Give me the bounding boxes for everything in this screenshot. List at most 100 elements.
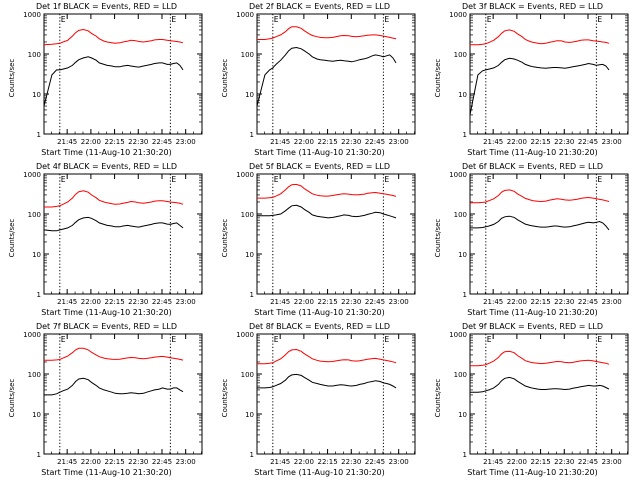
x-tick-label: 22:30 — [341, 298, 361, 306]
time-marker-label: E — [61, 15, 66, 24]
detector-panel: 1 10 100 1000 21:45 22:00 22:15 22:30 22:45 23:00… — [0, 160, 213, 320]
lld-series-line — [44, 190, 184, 208]
y-axis-label: Counts/sec — [434, 218, 442, 258]
y-axis-label: Counts/sec — [8, 218, 16, 258]
x-tick-label: 22:45 — [365, 138, 385, 146]
y-tick-label: 10 — [245, 411, 254, 419]
events-series-line — [257, 204, 397, 219]
x-tick-label: 22:45 — [152, 298, 172, 306]
detector-panel: 1 10 100 1000 21:45 22:00 22:15 22:30 22:45 23:00… — [0, 0, 213, 160]
time-marker-label: E — [487, 335, 492, 344]
detector-panel: 1 10 100 1000 21:45 22:00 22:15 22:30 22:45 23:00… — [213, 320, 426, 480]
x-tick-label: 22:00 — [507, 458, 527, 466]
x-axis-label: Start Time (11-Aug-10 21:30:20) — [254, 308, 385, 317]
x-tick-label: 22:30 — [554, 298, 574, 306]
x-tick-label: 22:15 — [530, 138, 550, 146]
x-tick-label: 21:45 — [483, 298, 503, 306]
time-marker-label: E — [384, 175, 389, 184]
y-tick-label: 1 — [463, 451, 467, 459]
panel-title: Det 6f BLACK = Events, RED = LLD — [461, 162, 604, 171]
x-tick-label: 21:45 — [270, 458, 290, 466]
lld-series-line — [43, 28, 184, 46]
time-marker-label: E — [61, 335, 66, 344]
detector-panel: 1 10 100 1000 21:45 22:00 22:15 22:30 22:45 23:00… — [213, 160, 426, 320]
x-tick-label: 21:45 — [57, 298, 77, 306]
y-tick-label: 10 — [458, 411, 467, 419]
chart-svg: 1 10 100 1000 21:45 22:00 22:15 22:30 22:45 23:00… — [236, 11, 416, 146]
x-tick-label: 22:45 — [152, 458, 172, 466]
plot-frame — [43, 173, 203, 295]
x-tick-label: 22:00 — [81, 138, 101, 146]
time-marker-label: E — [61, 175, 66, 184]
y-axis-label: Counts/sec — [434, 378, 442, 418]
y-tick-label: 100 — [454, 211, 467, 219]
events-series-line — [469, 57, 610, 115]
x-tick-label: 23:00 — [176, 298, 196, 306]
y-tick-label: 100 — [241, 211, 254, 219]
lld-series-line — [257, 26, 397, 40]
y-tick-label: 100 — [241, 371, 254, 379]
y-tick-label: 10 — [32, 91, 41, 99]
x-tick-label: 22:00 — [507, 298, 527, 306]
time-marker-label: E — [171, 175, 176, 184]
x-tick-label: 22:45 — [365, 458, 385, 466]
y-tick-label: 10 — [245, 91, 254, 99]
x-tick-label: 22:15 — [104, 458, 124, 466]
time-marker-label: E — [274, 335, 279, 344]
chart-svg: 1 10 100 1000 21:45 22:00 22:15 22:30 22:45 23:00… — [23, 331, 203, 466]
panel-title: Det 1f BLACK = Events, RED = LLD — [35, 2, 178, 11]
x-axis-label: Start Time (11-Aug-10 21:30:20) — [41, 308, 172, 317]
y-tick-label: 100 — [454, 51, 467, 59]
x-tick-label: 22:00 — [81, 298, 101, 306]
x-tick-label: 22:00 — [507, 138, 527, 146]
lld-series-line — [257, 348, 397, 365]
events-series-line — [43, 216, 184, 232]
time-marker-label: E — [487, 175, 492, 184]
x-tick-label: 22:15 — [317, 458, 337, 466]
x-tick-label: 21:45 — [483, 458, 503, 466]
lld-series-line — [44, 347, 184, 361]
y-tick-label: 10 — [245, 251, 254, 259]
x-tick-label: 22:30 — [128, 298, 148, 306]
lld-series-line — [257, 183, 397, 199]
y-tick-label: 1000 — [449, 11, 467, 19]
y-tick-label: 1000 — [23, 331, 41, 339]
panel-title: Det 4f BLACK = Events, RED = LLD — [35, 162, 178, 171]
time-marker-label: E — [274, 175, 279, 184]
y-tick-label: 100 — [454, 371, 467, 379]
x-axis-label: Start Time (11-Aug-10 21:30:20) — [41, 148, 172, 157]
y-tick-label: 1000 — [236, 171, 254, 179]
x-tick-label: 22:00 — [81, 458, 101, 466]
events-series-line — [44, 377, 184, 396]
panel-title: Det 5f BLACK = Events, RED = LLD — [248, 162, 391, 171]
x-tick-label: 22:15 — [317, 138, 337, 146]
detector-panel: 1 10 100 1000 21:45 22:00 22:15 22:30 22:45 23:00… — [426, 0, 639, 160]
y-tick-label: 1000 — [449, 171, 467, 179]
y-tick-label: 1 — [250, 131, 254, 139]
x-tick-label: 22:45 — [578, 138, 598, 146]
plot-frame — [256, 333, 416, 455]
x-tick-label: 22:15 — [104, 298, 124, 306]
y-tick-label: 1 — [37, 131, 41, 139]
x-tick-label: 21:45 — [270, 138, 290, 146]
y-axis-label: Counts/sec — [434, 58, 442, 98]
y-tick-label: 1 — [250, 451, 254, 459]
x-axis-label: Start Time (11-Aug-10 21:30:20) — [41, 468, 172, 477]
y-tick-label: 100 — [28, 51, 41, 59]
x-tick-label: 22:15 — [104, 138, 124, 146]
lld-series-line — [470, 350, 610, 367]
plot-frame — [256, 13, 416, 135]
panel-title: Det 2f BLACK = Events, RED = LLD — [248, 2, 391, 11]
plot-frame — [469, 173, 629, 295]
x-tick-label: 23:00 — [389, 138, 409, 146]
chart-svg: 1 10 100 1000 21:45 22:00 22:15 22:30 22:45 23:00… — [449, 171, 629, 306]
panel-title: Det 9f BLACK = Events, RED = LLD — [461, 322, 604, 331]
x-tick-label: 22:00 — [294, 138, 314, 146]
events-series-line — [43, 56, 184, 107]
y-tick-label: 1000 — [23, 11, 41, 19]
x-tick-label: 22:30 — [128, 138, 148, 146]
x-axis-label: Start Time (11-Aug-10 21:30:20) — [467, 308, 598, 317]
x-tick-label: 22:15 — [317, 298, 337, 306]
plot-frame — [469, 333, 629, 455]
